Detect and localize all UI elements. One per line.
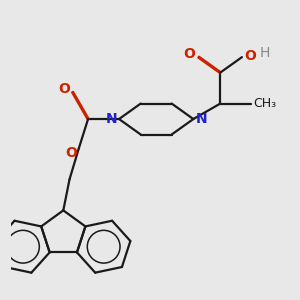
Text: O: O xyxy=(65,146,77,160)
Text: O: O xyxy=(58,82,70,96)
Text: H: H xyxy=(260,46,270,60)
Text: N: N xyxy=(195,112,207,126)
Text: CH₃: CH₃ xyxy=(254,97,277,110)
Text: N: N xyxy=(106,112,117,126)
Text: O: O xyxy=(183,47,195,61)
Text: O: O xyxy=(245,49,256,63)
